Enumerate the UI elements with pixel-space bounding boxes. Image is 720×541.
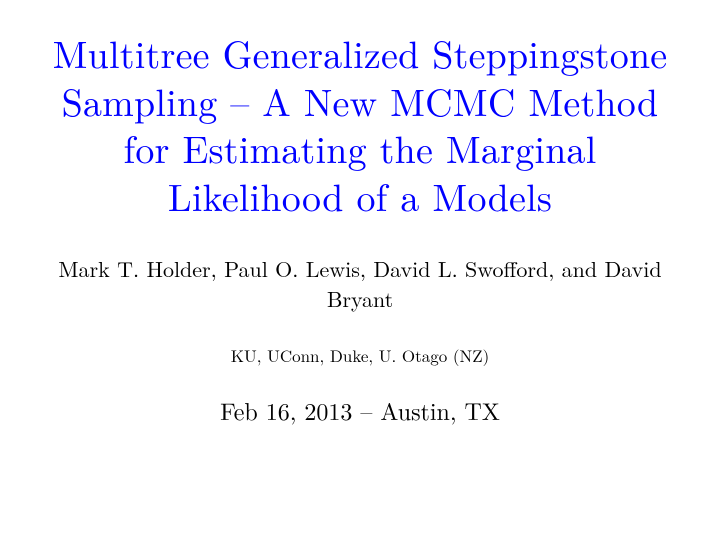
slide-authors: Mark T. Holder, Paul O. Lewis, David L. … xyxy=(48,254,672,313)
slide-title-page: Multitree Generalized Steppingstone Samp… xyxy=(0,0,720,541)
slide-affiliations: KU, UConn, Duke, U. Otago (NZ) xyxy=(231,343,490,367)
slide-date-location: Feb 16, 2013 – Austin, TX xyxy=(220,393,500,427)
slide-title: Multitree Generalized Steppingstone Samp… xyxy=(48,30,672,220)
